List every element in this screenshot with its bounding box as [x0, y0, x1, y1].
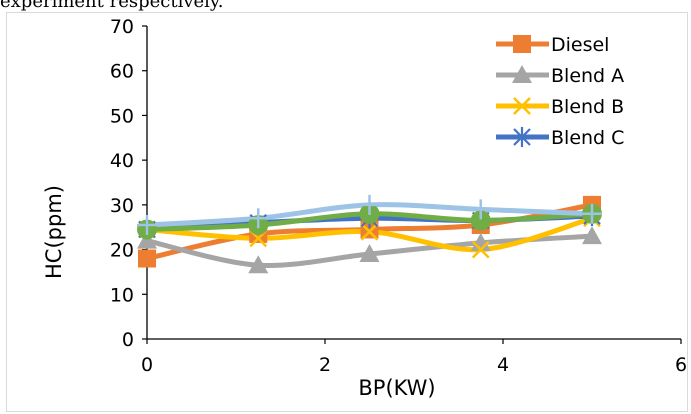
y-tick-label: 70: [110, 16, 134, 38]
data-point: [470, 210, 491, 231]
axes: [146, 26, 681, 340]
y-tick-label: 60: [110, 61, 134, 83]
y-tick-label: 20: [110, 240, 134, 262]
x-tick-label: 4: [497, 354, 509, 376]
y-tick-label: 10: [110, 284, 134, 306]
legend-label: Blend C: [551, 127, 624, 149]
data-point: [582, 226, 602, 245]
data-point: [248, 255, 269, 274]
legend: Diesel Blend A Blend B Blend C: [496, 34, 624, 149]
data-point: [470, 232, 491, 251]
x-axis-title: BP(KW): [358, 376, 435, 400]
series-markers: [137, 194, 602, 274]
data-point: [360, 220, 379, 239]
data-point: [137, 230, 157, 249]
data-point: [359, 244, 380, 263]
legend-swatch-marker: [513, 35, 531, 53]
legend-label: Diesel: [551, 34, 609, 56]
data-point: [248, 208, 269, 229]
data-point: [582, 203, 602, 224]
data-point: [360, 222, 379, 241]
data-point: [470, 199, 491, 220]
data-point: [138, 249, 156, 268]
x-tick-label: 0: [141, 354, 153, 376]
y-tick-label: 0: [122, 329, 134, 351]
legend-swatch-marker: [513, 127, 531, 147]
legend-swatch-marker: [512, 65, 532, 83]
top-text-fragment: experiment respectively.: [0, 0, 224, 12]
y-tick-labels: 0 10 20 30 40 50 60 70: [110, 16, 147, 351]
data-point: [471, 240, 490, 259]
x-tick-label: 6: [675, 354, 687, 376]
x-tick-label: 2: [319, 354, 331, 376]
x-tick-labels: 0 2 4 6: [141, 339, 687, 376]
data-point: [137, 214, 157, 235]
legend-swatch-marker: [513, 97, 531, 115]
data-point: [359, 194, 380, 215]
y-tick-label: 50: [110, 105, 134, 127]
legend-label: Blend B: [551, 96, 624, 118]
chart-frame: [6, 12, 688, 412]
y-axis-title: HC(ppm): [42, 185, 66, 279]
y-tick-label: 40: [110, 150, 134, 172]
legend-label: Blend A: [551, 65, 624, 87]
y-tick-label: 30: [110, 195, 134, 217]
